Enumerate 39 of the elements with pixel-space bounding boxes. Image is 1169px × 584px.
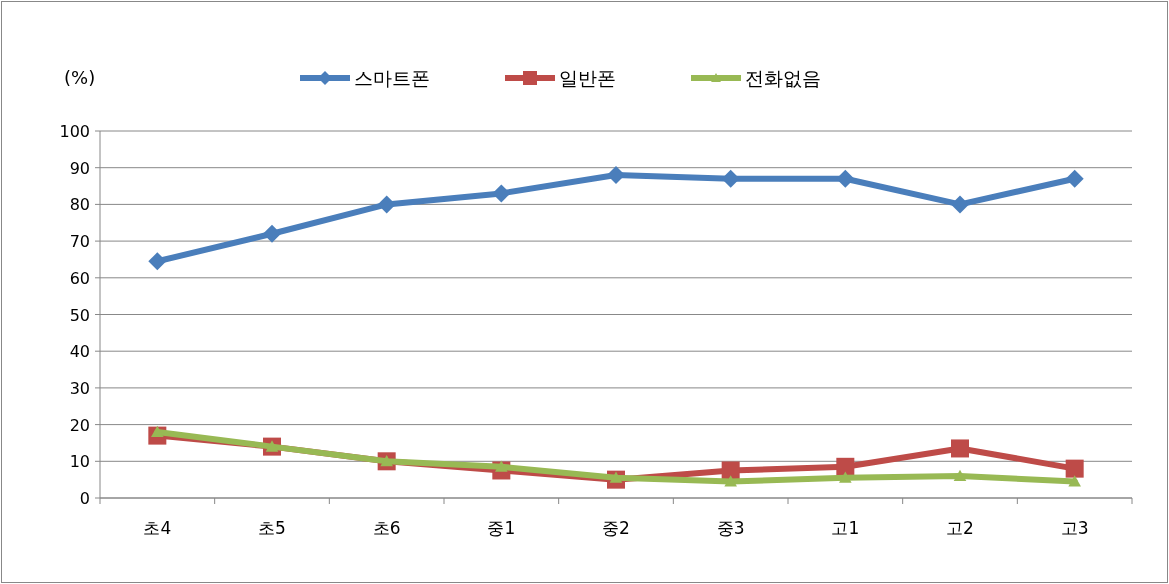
- x-tick-label: 중1: [487, 518, 516, 538]
- x-tick-label: 고3: [1060, 518, 1089, 538]
- y-tick-label: 30: [69, 378, 90, 398]
- point: [1068, 475, 1081, 487]
- y-tick-label: 20: [69, 415, 90, 435]
- y-tick-label: 100: [59, 122, 90, 141]
- point: [721, 461, 740, 480]
- x-tick-label: 초6: [372, 518, 401, 538]
- legend-label: 일반폰: [559, 67, 616, 89]
- legend-label: 전화없음: [745, 67, 821, 89]
- x-tick-label: 중3: [716, 518, 745, 538]
- point: [607, 166, 625, 185]
- y-tick-label: 70: [69, 232, 90, 252]
- point: [148, 252, 167, 271]
- point: [1065, 459, 1084, 478]
- y-tick-label: 60: [69, 268, 90, 288]
- point: [839, 471, 852, 483]
- y-tick-label: 10: [69, 452, 90, 472]
- y-axis-title: (%): [64, 67, 96, 88]
- point: [951, 195, 969, 214]
- point: [377, 195, 396, 214]
- legend-label: 스마트폰: [354, 67, 430, 89]
- y-tick-label: 40: [69, 342, 90, 362]
- point: [836, 457, 855, 476]
- x-tick-label: 초4: [143, 518, 172, 538]
- point: [492, 184, 511, 203]
- point: [263, 224, 281, 243]
- y-tick-label: 0: [79, 489, 90, 508]
- point: [953, 469, 967, 482]
- y-tick-label: 50: [69, 305, 90, 325]
- y-tick-label: 90: [69, 158, 90, 178]
- x-tick-label: 중2: [602, 518, 630, 538]
- point: [1065, 169, 1084, 188]
- point: [951, 439, 969, 458]
- x-tick-label: 고2: [946, 518, 974, 538]
- x-tick-label: 초5: [258, 518, 286, 538]
- x-tick-label: 고1: [831, 518, 860, 538]
- point: [724, 475, 737, 487]
- y-tick-label: 80: [69, 195, 90, 215]
